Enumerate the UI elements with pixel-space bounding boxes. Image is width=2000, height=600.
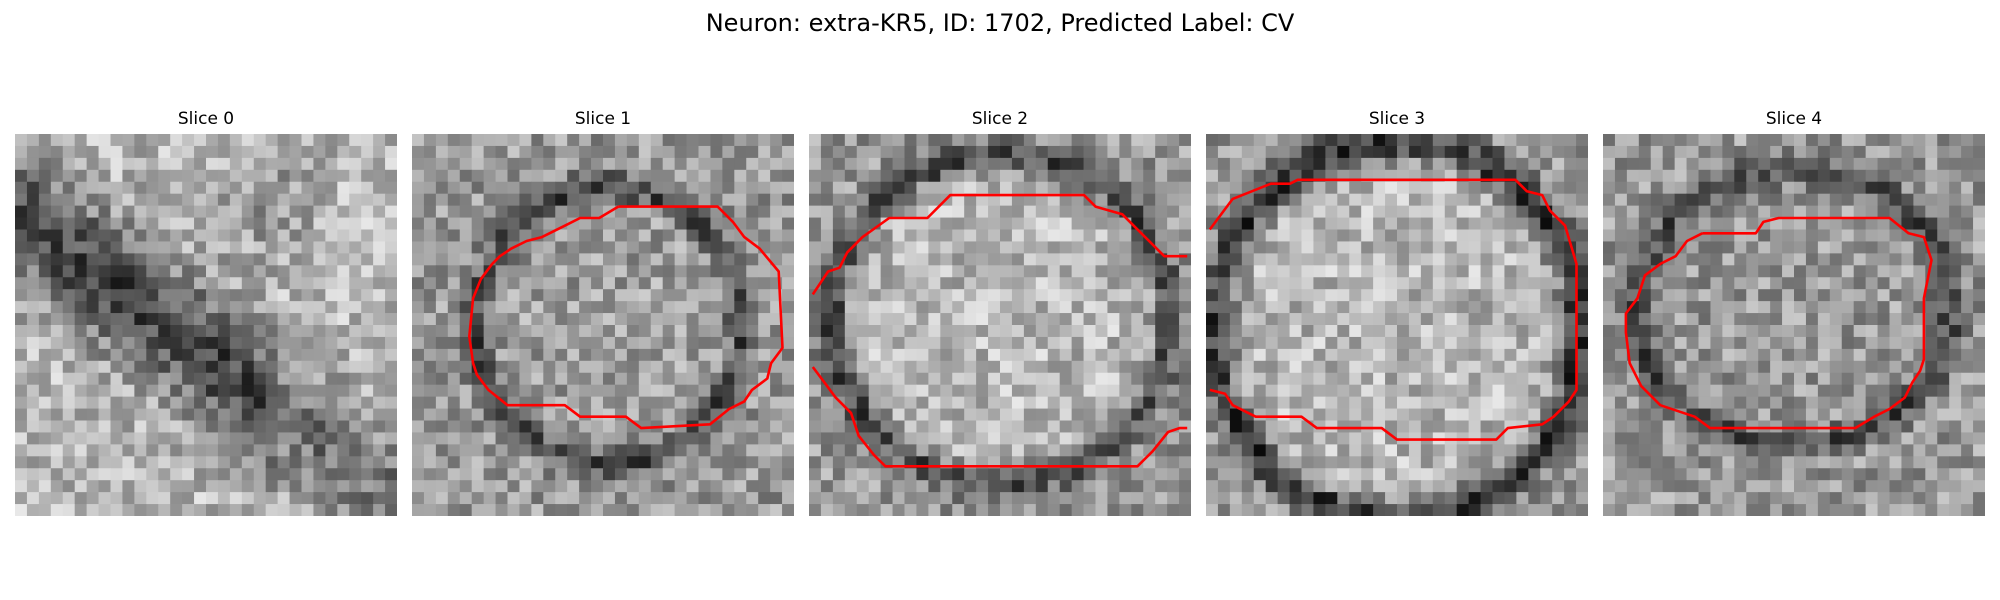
slice-image-0	[15, 134, 397, 516]
slice-image-4	[1603, 134, 1985, 516]
slice-title-3: Slice 3	[1368, 109, 1426, 129]
contour-line-4	[1624, 216, 1933, 430]
contour-line-1	[467, 205, 784, 430]
contour-line-2	[811, 193, 1188, 296]
slice-image-1	[412, 134, 794, 516]
slice-image-3	[1206, 134, 1588, 516]
slice-title-1: Slice 1	[574, 109, 632, 129]
slice-panel-3: Slice 3	[1206, 108, 1588, 516]
figure-title: Neuron: extra-KR5, ID: 1702, Predicted L…	[705, 9, 1295, 37]
slice-panel-1: Slice 1	[412, 108, 794, 516]
slice-title-2: Slice 2	[971, 109, 1029, 129]
contour-line-3	[1208, 178, 1578, 441]
slice-panel-2: Slice 2	[809, 108, 1191, 516]
contour-line-2-lower	[811, 366, 1188, 468]
slice-title-4: Slice 4	[1765, 109, 1823, 129]
slice-image-2	[809, 134, 1191, 516]
slice-title-0: Slice 0	[177, 109, 235, 129]
slice-panel-4: Slice 4	[1603, 108, 1985, 516]
slice-panel-0: Slice 0	[15, 108, 397, 516]
